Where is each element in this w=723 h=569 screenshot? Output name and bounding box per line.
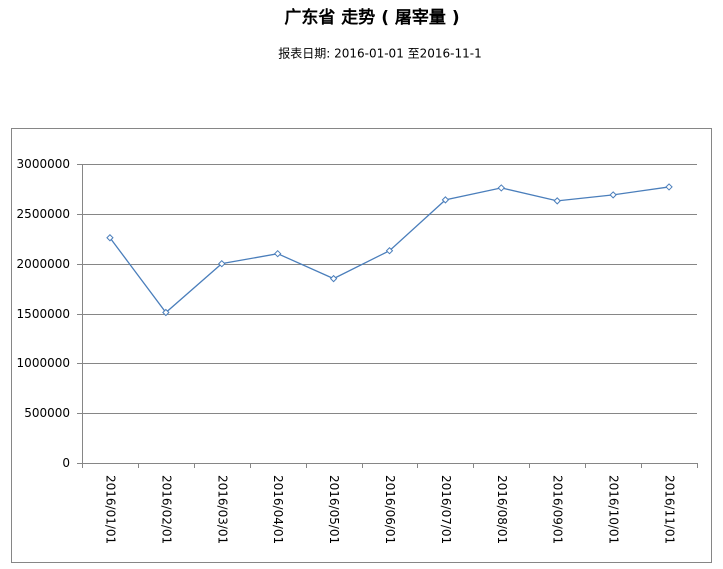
y-tick-label: 0 (62, 456, 70, 470)
x-tick-label: 2016/07/01 (439, 475, 453, 544)
y-tick-label: 500000 (24, 406, 70, 420)
point-marker (441, 196, 450, 204)
chart-frame (11, 128, 712, 563)
x-tick-label: 2016/06/01 (383, 475, 397, 544)
y-tick-label: 2500000 (17, 207, 70, 221)
x-tick-label: 2016/02/01 (159, 475, 173, 544)
point-marker (162, 308, 170, 317)
point-marker (665, 183, 673, 191)
x-tick-label: 2016/05/01 (327, 475, 341, 544)
point-marker (497, 184, 506, 192)
point-marker (273, 249, 282, 258)
point-marker (609, 191, 617, 199)
chart-subtitle: 报表日期: 2016-01-01 至2016-11-1 (278, 46, 482, 61)
y-tick-label: 3000000 (17, 157, 70, 171)
x-tick-label: 2016/01/01 (103, 475, 117, 544)
y-tick-label: 2000000 (17, 257, 70, 271)
x-tick-label: 2016/09/01 (551, 475, 565, 544)
y-tick-label: 1000000 (17, 356, 70, 370)
x-tick-label: 2016/04/01 (271, 475, 285, 544)
point-marker (329, 274, 338, 283)
point-marker (553, 197, 561, 205)
point-marker (106, 234, 114, 242)
x-tick-label: 2016/10/01 (607, 475, 621, 544)
x-tick-label: 2016/11/01 (663, 475, 677, 544)
chart-title: 广东省 走势 ( 屠宰量 ) (284, 7, 459, 28)
point-marker (218, 259, 226, 268)
x-tick-label: 2016/08/01 (495, 475, 509, 544)
point-marker (385, 247, 394, 255)
y-tick-label: 1500000 (17, 307, 70, 321)
x-tick-label: 2016/03/01 (215, 475, 229, 544)
